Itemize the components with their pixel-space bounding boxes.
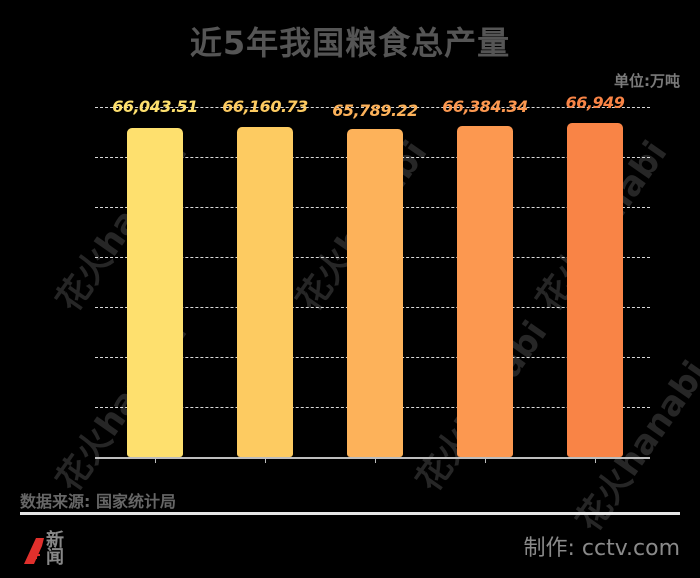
x-tick <box>485 457 486 463</box>
divider <box>20 512 680 515</box>
data-source: 数据来源: 国家统计局 <box>20 492 176 511</box>
x-tick <box>265 457 266 463</box>
gridline <box>95 107 650 108</box>
bar-4 <box>567 123 623 457</box>
bar-0 <box>127 128 183 457</box>
logo-text: 新闻 <box>46 530 64 568</box>
x-axis <box>95 457 650 459</box>
bar-2 <box>347 129 403 457</box>
bar-label-3: 66,384.34 <box>442 97 528 116</box>
bar-label-2: 65,789.22 <box>332 101 418 120</box>
chart-title: 近5年我国粮食总产量 <box>189 24 511 62</box>
news-logo-icon: 新闻 <box>22 530 82 568</box>
bar-3 <box>457 126 513 457</box>
unit-label: 单位:万吨 <box>614 72 680 90</box>
bar-1 <box>237 127 293 457</box>
x-tick <box>595 457 596 463</box>
bar-label-0: 66,043.51 <box>112 97 198 116</box>
credit-text: 制作: cctv.com <box>523 536 680 561</box>
x-tick <box>155 457 156 463</box>
bar-label-1: 66,160.73 <box>222 97 308 116</box>
plot-area: 66,043.51 66,160.73 65,789.22 66,384.34 … <box>95 93 650 463</box>
x-tick <box>375 457 376 463</box>
bar-label-4: 66,949 <box>565 93 625 112</box>
